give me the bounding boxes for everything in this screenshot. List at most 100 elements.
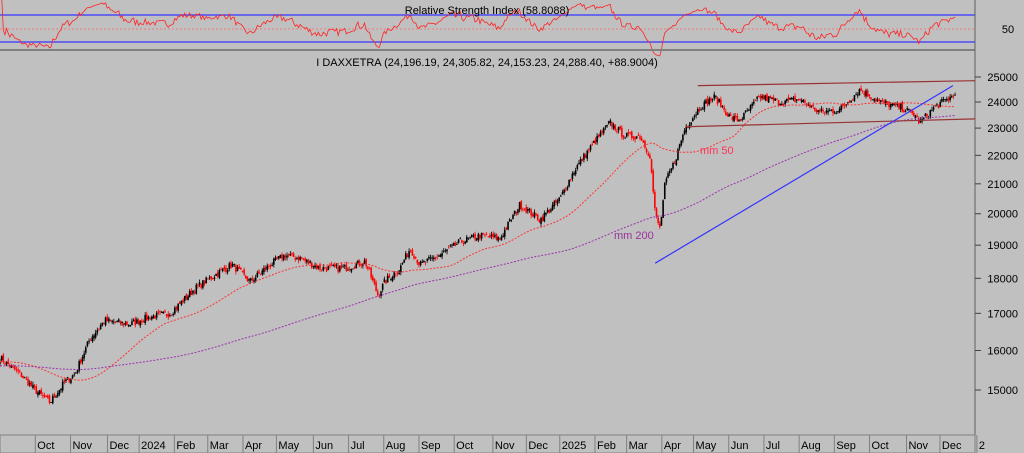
- candle: [913, 110, 915, 117]
- candle: [467, 237, 470, 241]
- x-tick-label: Aug: [801, 440, 821, 452]
- candle: [929, 109, 932, 119]
- candle: [736, 113, 739, 122]
- candle: [779, 103, 782, 107]
- candle: [22, 375, 24, 379]
- candle: [883, 99, 885, 105]
- candle: [535, 212, 537, 217]
- candle: [852, 98, 854, 101]
- candle: [871, 99, 874, 101]
- candle: [771, 97, 773, 100]
- candle: [764, 94, 767, 102]
- candle: [371, 274, 374, 282]
- candle: [809, 101, 811, 109]
- candle: [385, 279, 387, 285]
- candle: [744, 109, 747, 114]
- candle: [668, 168, 671, 177]
- candle: [800, 98, 803, 104]
- candle: [482, 232, 485, 235]
- candle: [665, 176, 668, 186]
- candle: [700, 107, 702, 111]
- candle: [276, 256, 278, 260]
- candle: [20, 372, 23, 378]
- candle: [546, 207, 549, 214]
- candle: [908, 108, 910, 112]
- candle: [936, 102, 938, 107]
- candle: [772, 94, 775, 104]
- candle: [639, 134, 641, 141]
- candle: [616, 128, 618, 134]
- candle: [660, 216, 663, 226]
- candle: [2, 352, 5, 365]
- candle: [98, 328, 100, 332]
- candle: [475, 237, 478, 242]
- candle: [17, 367, 19, 375]
- x-tick-label: Nov: [908, 440, 928, 452]
- candle: [111, 319, 113, 325]
- candle: [436, 254, 438, 260]
- candle: [530, 207, 532, 219]
- candle: [35, 384, 38, 394]
- candle: [433, 255, 435, 262]
- candle: [868, 94, 871, 99]
- candle: [888, 101, 890, 111]
- candle: [124, 320, 127, 327]
- candle: [419, 260, 422, 267]
- candle: [203, 280, 206, 287]
- candle: [512, 213, 514, 220]
- candle: [828, 107, 831, 112]
- candle: [517, 208, 519, 215]
- candle: [767, 96, 770, 103]
- candle: [221, 268, 224, 273]
- candle: [703, 99, 706, 112]
- candle: [677, 147, 679, 161]
- candle: [205, 276, 207, 284]
- candle: [860, 85, 862, 92]
- x-tick-label: May: [696, 440, 717, 452]
- candle: [738, 118, 740, 122]
- candle: [388, 273, 391, 278]
- candle: [121, 321, 123, 326]
- x-tick-label: Sep: [421, 440, 441, 452]
- candle: [522, 207, 524, 212]
- candle: [840, 104, 843, 113]
- candle: [327, 265, 330, 271]
- y-tick-label: 23000: [987, 123, 1018, 135]
- candle: [494, 232, 496, 239]
- candle: [604, 125, 607, 131]
- candle: [208, 275, 211, 280]
- candle: [743, 112, 745, 120]
- candle: [635, 136, 638, 139]
- candle: [106, 314, 109, 322]
- candle: [116, 320, 118, 323]
- candle: [174, 305, 176, 316]
- candle: [154, 315, 156, 319]
- candle: [423, 259, 425, 263]
- candle: [319, 262, 321, 272]
- candle: [579, 156, 582, 167]
- candle: [630, 130, 633, 141]
- candle: [797, 98, 800, 101]
- candle: [269, 263, 272, 270]
- candle: [477, 232, 480, 243]
- candle: [113, 318, 115, 325]
- candle: [302, 257, 305, 261]
- candle: [652, 168, 655, 194]
- candle: [324, 266, 326, 270]
- candle: [307, 258, 310, 265]
- candle: [505, 226, 508, 231]
- candle: [946, 96, 948, 102]
- candle: [787, 94, 790, 103]
- candle: [926, 113, 928, 119]
- candle: [439, 253, 442, 258]
- candle: [896, 101, 899, 108]
- candle: [312, 265, 315, 270]
- candle: [188, 288, 191, 298]
- candle: [898, 102, 900, 110]
- candle: [586, 149, 589, 162]
- candle: [325, 266, 328, 273]
- candle: [538, 218, 541, 224]
- candle: [589, 144, 592, 153]
- candle: [89, 338, 92, 341]
- candle: [861, 89, 864, 94]
